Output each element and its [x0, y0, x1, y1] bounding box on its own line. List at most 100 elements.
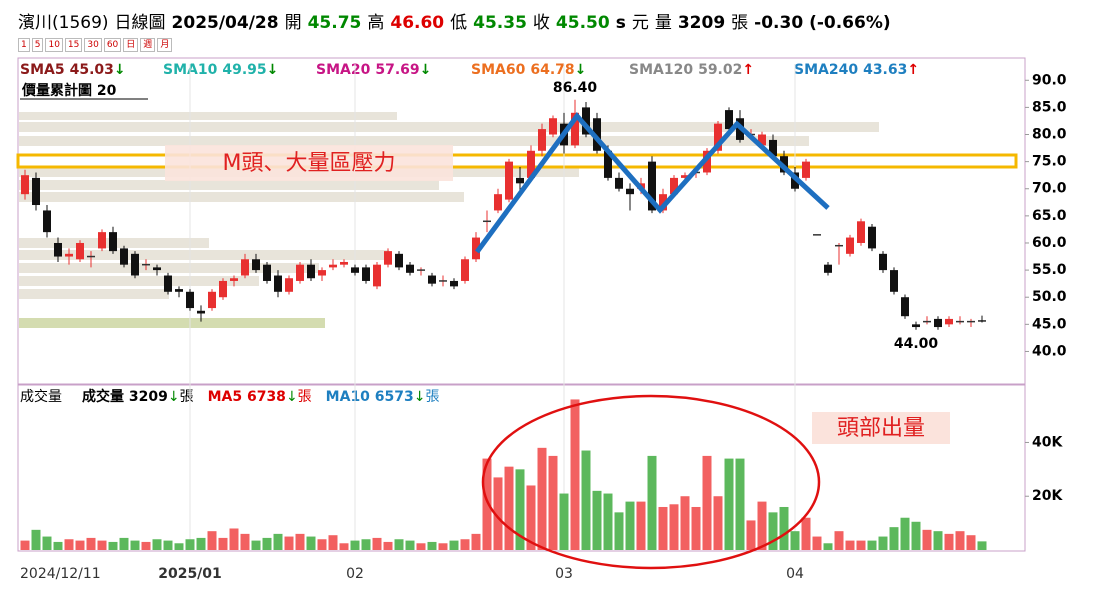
volume-bar: [570, 399, 580, 550]
legend-entry: SMA120 59.02↑: [629, 62, 754, 78]
profile-bar: [19, 276, 259, 286]
profile-bar: [19, 112, 397, 120]
candle-body: [208, 291, 216, 309]
header-item: 45.75: [307, 13, 362, 33]
volume-bar: [163, 540, 173, 550]
volume-bar: [262, 537, 272, 550]
candle-body: [659, 194, 667, 211]
period-button[interactable]: 60: [103, 38, 122, 52]
header-item: 量: [654, 13, 672, 33]
candle-body: [54, 242, 62, 257]
profile-bar: [19, 192, 464, 202]
candle-body: [274, 275, 282, 292]
annotation: M頭、大量區壓力: [223, 151, 396, 176]
period-button[interactable]: 月: [157, 38, 173, 52]
volume-bar: [636, 501, 646, 550]
candle-body: [890, 270, 898, 292]
volume-bar: [130, 540, 140, 550]
volume-bar: [207, 531, 217, 550]
candle-body: [769, 139, 777, 157]
volume-bar: [713, 496, 723, 550]
resistance-band: [16, 153, 1018, 169]
candle-body: [846, 237, 854, 254]
period-button[interactable]: 30: [84, 38, 102, 52]
y-tick-label: 55.0: [1032, 262, 1067, 278]
period-button[interactable]: 15: [64, 38, 83, 52]
volume-bar: [834, 531, 844, 550]
volume-bar: [691, 506, 701, 550]
volume-legend-item: 成交量 3209: [82, 388, 168, 405]
volume-bar: [229, 528, 239, 550]
candle-body: [934, 318, 942, 328]
volume-bar: [933, 531, 943, 550]
candle-body: [670, 177, 678, 195]
header-item: 張: [731, 13, 749, 33]
candle-body: [714, 123, 722, 151]
annotation-box: [165, 145, 453, 181]
period-button[interactable]: 5: [31, 38, 44, 52]
candle-body: [571, 112, 579, 146]
period-button[interactable]: 週: [140, 38, 156, 52]
profile-label: 價量累計圖 20: [21, 82, 117, 99]
volume-bar: [416, 543, 426, 550]
volume-bar: [20, 540, 30, 550]
candle-body: [879, 253, 887, 271]
volume-bar: [361, 539, 371, 550]
candle-body: [802, 161, 810, 178]
annotation-box: [812, 412, 950, 444]
candle-body: [43, 210, 51, 233]
volume-bar: [537, 447, 547, 550]
volume-bar: [31, 529, 41, 550]
volume-bar: [812, 536, 822, 550]
candle-body: [76, 242, 84, 260]
profile-bar: [19, 122, 879, 132]
y-tick-label: 60.0: [1032, 235, 1067, 251]
candle-body: [252, 259, 260, 271]
candle-body: [153, 267, 161, 271]
volume-bar: [801, 517, 811, 550]
volume-bar: [350, 540, 360, 550]
volume-bar: [405, 540, 415, 550]
period-button[interactable]: 日: [123, 38, 139, 52]
volume-legend-item: 張: [426, 389, 440, 405]
header-item: s: [615, 13, 626, 33]
candle-body: [824, 264, 832, 273]
candle-body: [32, 177, 40, 206]
candle-body: [461, 259, 469, 281]
period-button[interactable]: 10: [45, 38, 63, 52]
volume-bar: [240, 533, 250, 550]
volume-bar: [647, 455, 657, 550]
volume-bar: [53, 541, 63, 550]
volume-bar: [548, 455, 558, 550]
candle-body: [395, 253, 403, 268]
volume-bar: [97, 540, 107, 550]
candle-body: [428, 275, 436, 284]
legend-arrow: ↓: [114, 62, 126, 78]
y-tick-label: 75.0: [1032, 154, 1067, 170]
volume-frame: [17, 384, 1026, 552]
y-tick-label: 65.0: [1032, 208, 1067, 224]
volume-legend-item: 成交量: [20, 388, 62, 405]
header-item: 收: [532, 13, 550, 33]
legend-entry: SMA5 45.03↓: [20, 62, 126, 78]
y-tick-label: 70.0: [1032, 181, 1067, 197]
volume-bar: [383, 541, 393, 550]
volume-bar: [757, 501, 767, 550]
period-button[interactable]: 1: [18, 38, 30, 52]
candle-body: [868, 226, 876, 249]
y-tick-label: 40.0: [1032, 343, 1067, 359]
profile-bar: [19, 263, 319, 273]
volume-bar: [174, 543, 184, 550]
highlight-ellipse: [481, 394, 821, 570]
header-item: 濱川(1569): [18, 13, 109, 33]
candle-body: [373, 264, 381, 287]
candle-body: [538, 129, 546, 151]
low-label: 44.00: [894, 336, 939, 352]
volume-bar: [471, 533, 481, 550]
volume-bar: [911, 521, 921, 550]
candle-body: [648, 161, 656, 211]
candle-body: [626, 188, 634, 195]
candle-body: [329, 264, 337, 268]
header-item: 46.60: [390, 13, 445, 33]
